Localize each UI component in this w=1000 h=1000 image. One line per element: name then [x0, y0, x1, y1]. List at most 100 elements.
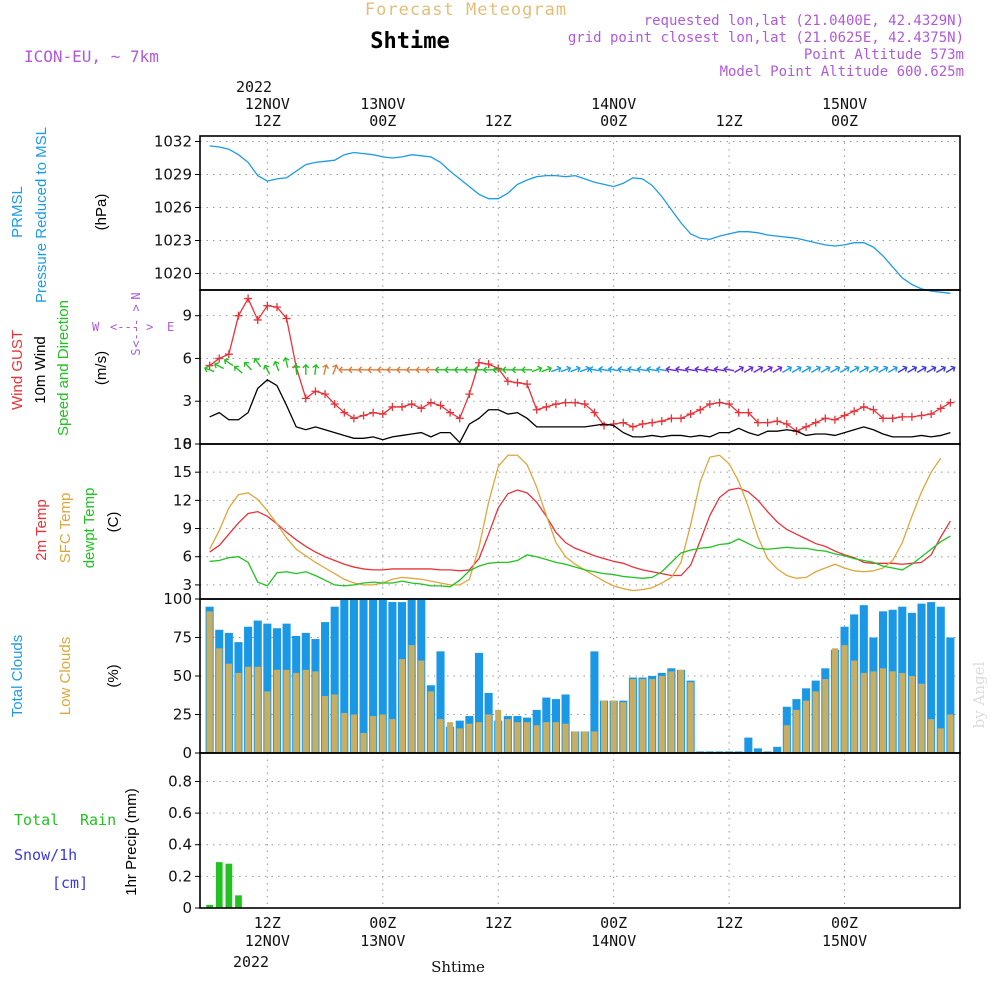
gust-marker	[513, 378, 522, 387]
bottom-tick-hour: 00Z	[369, 914, 396, 932]
wind-arrow-shape	[782, 365, 793, 373]
pressure-unit: (hPa)	[93, 194, 110, 231]
gridpoint-coords: grid point closest lon,lat (21.0625E, 42…	[568, 30, 964, 46]
wind-arrow-shape	[501, 366, 513, 374]
gust-marker	[773, 417, 782, 426]
rain-bar	[206, 904, 213, 908]
low-cloud-bar	[225, 663, 232, 753]
total-cloud-bar	[946, 637, 955, 753]
total-cloud-bar	[436, 651, 445, 753]
wind-arrow	[482, 366, 494, 374]
wind-arrow-shape	[588, 365, 600, 373]
y-tick-label: 0.2	[168, 867, 192, 885]
temp-labels: 2m Temp SFC Temp dewpt Temp (C)	[33, 488, 122, 569]
y-tick-label: 0.6	[168, 804, 192, 822]
low-cloud-bar	[620, 702, 627, 753]
wind-arrow	[811, 365, 821, 373]
wind-arrow-shape	[233, 365, 243, 374]
gust-marker	[869, 405, 878, 414]
wind-arrow-shape	[607, 365, 619, 373]
wind-arrow	[203, 365, 215, 373]
total-cloud-bar	[330, 606, 339, 753]
low-cloud-bar	[947, 714, 954, 753]
gust-marker	[272, 303, 281, 312]
gust-marker	[734, 408, 743, 417]
wind-arrow-shape	[684, 365, 696, 373]
wind-arrow-shape	[878, 365, 889, 373]
wind-arrow	[253, 357, 262, 368]
wind-arrow	[560, 365, 572, 373]
wind-arrow-shape	[694, 365, 706, 373]
gust-marker	[907, 412, 916, 421]
wind-arrow	[424, 366, 436, 374]
gust-marker	[898, 412, 907, 421]
rain-bar	[225, 863, 233, 908]
low-cloud-bar	[629, 679, 636, 753]
wind-arrow-shape	[655, 365, 667, 373]
top-tick-hour: 00Z	[600, 112, 627, 130]
wind-arrow	[627, 365, 638, 373]
low-cloud-bar	[793, 709, 800, 753]
precip-labels: Total Rain Snow/1h [cm] 1hr Precip (mm)	[14, 788, 140, 896]
gust-marker	[628, 422, 637, 431]
y-tick-label: 1023	[154, 232, 192, 250]
low-cloud-bar	[658, 676, 665, 753]
gust-marker	[349, 414, 358, 423]
wind-unit: (m/s)	[93, 351, 110, 385]
wind-arrow	[636, 365, 648, 373]
low-cloud-bar	[447, 722, 454, 753]
wind-arrow	[243, 361, 252, 371]
bottom-tick-hour: 12Z	[485, 914, 512, 932]
wind-arrow	[878, 365, 889, 373]
gust-marker	[936, 404, 945, 413]
y-tick-label: 6	[182, 548, 192, 566]
wind-arrow	[367, 366, 379, 374]
top-tick-hour: 00Z	[369, 112, 396, 130]
gust-marker	[879, 414, 888, 423]
gust-marker	[677, 414, 686, 423]
low-cloud-bar	[870, 671, 877, 753]
snow-unit: [cm]	[52, 874, 88, 892]
low-cloud-bar	[841, 645, 848, 753]
wind-arrow	[743, 365, 754, 373]
wind-arrow	[282, 356, 290, 368]
wind-arrow-shape	[772, 365, 783, 373]
gust-marker	[224, 350, 233, 359]
low-cloud-bar	[899, 672, 906, 753]
gust-marker	[850, 407, 859, 416]
model-label: ICON-EU, ~ 7km	[24, 47, 159, 66]
wind-arrow	[551, 365, 562, 373]
gust-marker	[301, 394, 310, 403]
y-tick-label: 15	[173, 463, 192, 481]
total-rain-label: Total	[14, 811, 59, 829]
wind-arrow	[492, 366, 504, 374]
wind-arrow	[263, 364, 271, 375]
top-tick-hour: 12Z	[485, 112, 512, 130]
wind-arrow-shape	[203, 365, 215, 373]
wind-arrow	[386, 366, 398, 374]
wind-arrow	[675, 365, 687, 373]
wind-arrow	[753, 365, 764, 373]
low-cloud-bar	[273, 669, 281, 753]
wind-panel: 0 3 6 9	[182, 289, 961, 453]
gust-marker	[446, 408, 455, 417]
total-cloud-bar	[936, 606, 945, 753]
y-tick-label: 100	[163, 590, 192, 608]
rain-bar	[235, 895, 242, 908]
temp-sfc-label: SFC Temp	[57, 493, 74, 564]
pressure-msl-label: Pressure Reduced to MSL	[33, 127, 50, 303]
wind-labels: Wind GUST 10m Wind Speed and Direction (…	[9, 292, 174, 436]
wind-arrow-shape	[367, 366, 379, 374]
wind-arrow-shape	[347, 366, 359, 374]
wind-arrow	[444, 366, 456, 374]
wind-arrow-shape	[332, 364, 339, 375]
gust-marker	[830, 415, 839, 424]
low-cloud-bar	[581, 731, 588, 753]
wind-arrow-shape	[713, 365, 725, 373]
total-cloud-bar	[753, 748, 763, 753]
gust-marker	[369, 408, 378, 417]
wind-arrow-shape	[560, 365, 572, 373]
wind-arrow-shape	[444, 366, 456, 374]
wind-arrow-shape	[472, 366, 484, 374]
gust-marker	[474, 358, 483, 367]
